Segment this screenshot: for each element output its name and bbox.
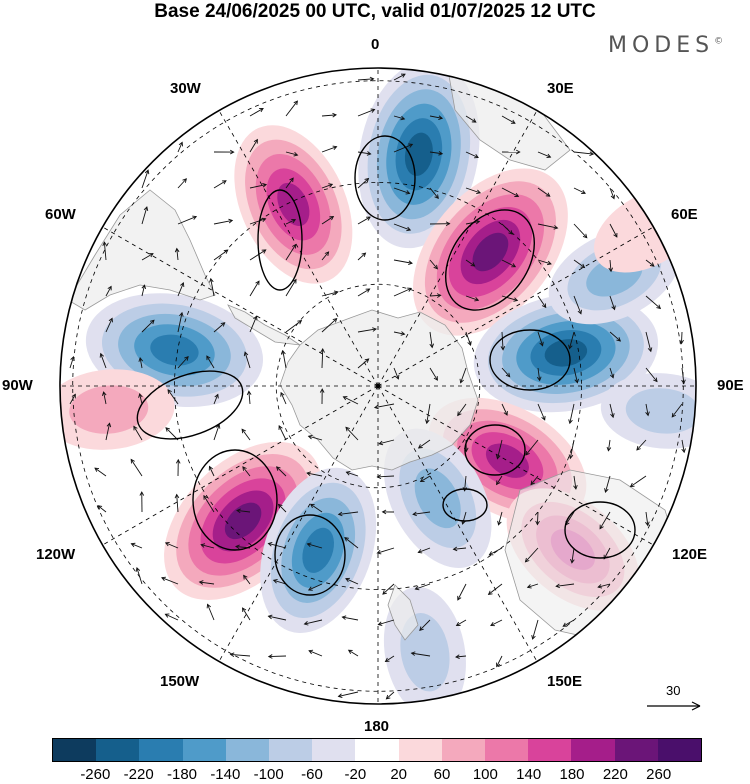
- colorbar-segment: [53, 739, 96, 761]
- reference-vector-label: 30: [666, 683, 680, 698]
- colorbar-segment: [528, 739, 571, 761]
- lon-label-0: 0: [371, 36, 379, 53]
- colorbar: [52, 738, 702, 762]
- colorbar-segment: [183, 739, 226, 761]
- colorbar-tick-label: -20: [344, 766, 366, 783]
- colorbar-tick-label: 20: [390, 766, 407, 783]
- colorbar-segment: [615, 739, 658, 761]
- colorbar-tick-label: -140: [210, 766, 240, 783]
- colorbar-tick-label: 100: [473, 766, 498, 783]
- pole-marker: [376, 384, 381, 389]
- colorbar-tick-label: -100: [254, 766, 284, 783]
- lon-label-180: 180: [364, 718, 389, 735]
- colorbar-ticks: -260 -220 -180 -140 -100 -60 -20 20 60 100 140 180 2…: [0, 766, 750, 784]
- colorbar-segment: [442, 739, 485, 761]
- lon-label-60w: 60W: [45, 206, 76, 223]
- colorbar-segment: [485, 739, 528, 761]
- lon-label-30e: 30E: [547, 80, 574, 97]
- colorbar-tick-label: 140: [516, 766, 541, 783]
- lon-label-60e: 60E: [671, 206, 698, 223]
- colorbar-tick-label: -60: [301, 766, 323, 783]
- colorbar-segment: [355, 739, 398, 761]
- colorbar-segment: [312, 739, 355, 761]
- colorbar-tick-label: 260: [646, 766, 671, 783]
- colorbar-segment: [96, 739, 139, 761]
- colorbar-segment: [658, 739, 701, 761]
- colorbar-segment: [139, 739, 182, 761]
- reference-vector: [647, 702, 700, 710]
- colorbar-tick-label: 60: [434, 766, 451, 783]
- colorbar-segment: [269, 739, 312, 761]
- colorbar-tick-label: 180: [559, 766, 584, 783]
- lon-label-120e: 120E: [672, 546, 707, 563]
- colorbar-tick-label: -220: [124, 766, 154, 783]
- colorbar-tick-label: 220: [603, 766, 628, 783]
- colorbar-segment: [399, 739, 442, 761]
- colorbar-segment: [226, 739, 269, 761]
- lon-label-150e: 150E: [547, 673, 582, 690]
- colorbar-tick-label: -260: [80, 766, 110, 783]
- lon-label-30w: 30W: [170, 80, 201, 97]
- lon-label-150w: 150W: [160, 673, 199, 690]
- lon-label-90w: 90W: [2, 377, 33, 394]
- lon-label-90e: 90E: [717, 377, 744, 394]
- colorbar-tick-label: -180: [167, 766, 197, 783]
- colorbar-segment: [571, 739, 614, 761]
- lon-label-120w: 120W: [36, 546, 75, 563]
